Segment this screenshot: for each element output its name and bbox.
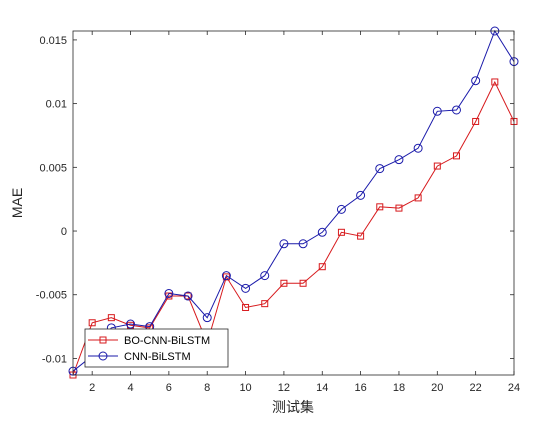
data-point-cnn-bilstm bbox=[260, 271, 270, 281]
legend-marker-square bbox=[99, 336, 107, 344]
data-point-cnn-bilstm bbox=[336, 204, 346, 214]
data-point-cnn-bilstm bbox=[317, 227, 327, 237]
data-point-bo-cnn-bilstm bbox=[395, 204, 403, 212]
x-tick-label: 24 bbox=[508, 382, 520, 394]
x-tick-label: 8 bbox=[204, 382, 210, 394]
data-point-cnn-bilstm bbox=[183, 291, 193, 301]
x-tick-label: 4 bbox=[127, 382, 133, 394]
data-point-bo-cnn-bilstm bbox=[491, 78, 499, 86]
data-point-cnn-bilstm bbox=[279, 239, 289, 249]
data-point-cnn-bilstm bbox=[126, 319, 136, 329]
data-point-bo-cnn-bilstm bbox=[107, 314, 115, 322]
data-point-cnn-bilstm bbox=[471, 76, 481, 86]
legend-marker-circle bbox=[98, 351, 108, 361]
y-tick-label: 0.005 bbox=[39, 162, 67, 174]
data-point-bo-cnn-bilstm bbox=[318, 263, 326, 271]
series-line-cnn-bilstm bbox=[72, 29, 515, 372]
data-point-bo-cnn-bilstm bbox=[414, 194, 422, 202]
data-point-cnn-bilstm bbox=[451, 105, 461, 115]
data-point-bo-cnn-bilstm bbox=[357, 232, 365, 240]
x-tick-label: 18 bbox=[393, 382, 405, 394]
plot-background bbox=[73, 31, 514, 375]
y-tick-label: -0.005 bbox=[36, 290, 67, 302]
data-point-cnn-bilstm bbox=[221, 271, 231, 281]
tick-layer: 2 4 6 8 10 12 14 16 18 20 22 24-0.01-0.00500.0050.0… bbox=[36, 31, 520, 394]
data-point-bo-cnn-bilstm bbox=[337, 228, 345, 236]
data-point-bo-cnn-bilstm bbox=[433, 162, 441, 170]
data-point-cnn-bilstm bbox=[164, 288, 174, 298]
x-tick-label: 16 bbox=[354, 382, 366, 394]
y-axis-label: MAE bbox=[9, 188, 25, 218]
data-point-bo-cnn-bilstm bbox=[280, 279, 288, 287]
plot-frame bbox=[72, 30, 515, 376]
x-tick-label: 20 bbox=[431, 382, 443, 394]
y-tick-label: 0 bbox=[61, 226, 67, 238]
x-tick-label: 10 bbox=[239, 382, 251, 394]
data-point-bo-cnn-bilstm bbox=[452, 152, 460, 160]
data-point-cnn-bilstm bbox=[241, 283, 251, 293]
legend: BO-CNN-BiLSTM CNN-BiLSTM bbox=[84, 328, 229, 368]
y-tick-label: 0.015 bbox=[39, 35, 67, 47]
data-point-cnn-bilstm bbox=[394, 155, 404, 165]
y-tick-label: 0.01 bbox=[46, 99, 67, 111]
x-tick-label: 2 bbox=[89, 382, 95, 394]
legend-label-cnn-bilstm: CNN-BiLSTM bbox=[124, 351, 191, 363]
data-point-cnn-bilstm bbox=[202, 313, 212, 323]
y-tick-label: -0.01 bbox=[42, 353, 67, 365]
data-point-cnn-bilstm bbox=[375, 164, 385, 174]
data-point-bo-cnn-bilstm bbox=[472, 117, 480, 125]
data-point-bo-cnn-bilstm bbox=[242, 303, 250, 311]
data-point-bo-cnn-bilstm bbox=[261, 300, 269, 308]
data-point-cnn-bilstm bbox=[432, 106, 442, 116]
data-point-cnn-bilstm bbox=[298, 239, 308, 249]
legend-box bbox=[84, 328, 229, 368]
data-point-bo-cnn-bilstm bbox=[88, 319, 96, 327]
legend-label-bo-cnn-bilstm: BO-CNN-BiLSTM bbox=[124, 335, 210, 347]
x-tick-label: 6 bbox=[166, 382, 172, 394]
data-point-bo-cnn-bilstm bbox=[376, 203, 384, 211]
data-point-cnn-bilstm bbox=[413, 143, 423, 153]
x-tick-label: 12 bbox=[278, 382, 290, 394]
data-point-cnn-bilstm bbox=[356, 190, 366, 200]
x-tick-label: 22 bbox=[470, 382, 482, 394]
x-tick-label: 14 bbox=[316, 382, 328, 394]
data-point-bo-cnn-bilstm bbox=[299, 279, 307, 287]
x-axis-label: 测试集 bbox=[272, 399, 314, 415]
